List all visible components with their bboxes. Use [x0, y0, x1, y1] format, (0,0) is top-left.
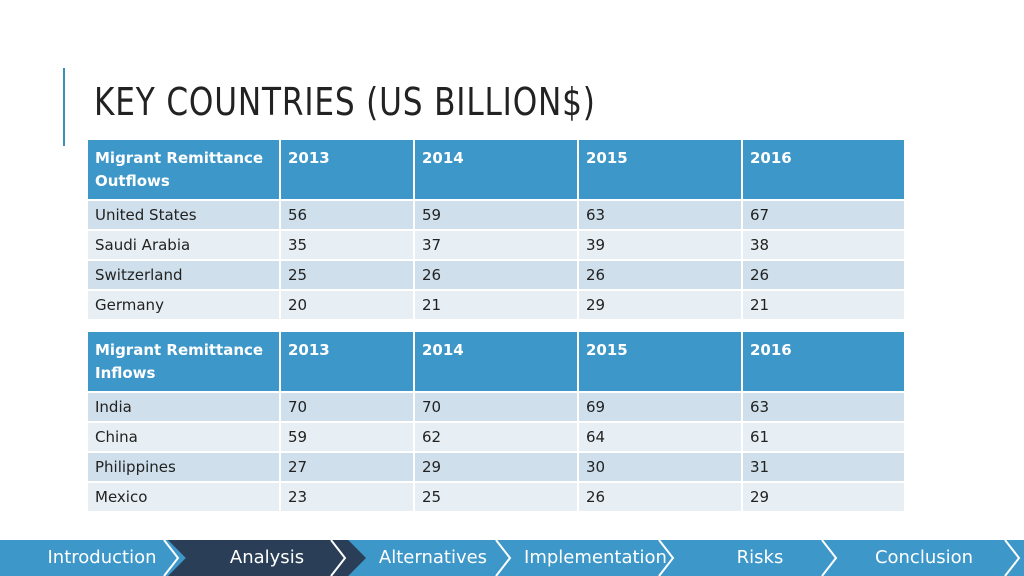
value-cell: 27: [281, 453, 413, 481]
header-cell-country: Migrant Remittance Inflows: [88, 332, 279, 391]
table-row: Mexico 23 25 26 29: [88, 483, 904, 511]
outflows-table: Migrant Remittance Outflows 2013 2014 20…: [86, 138, 906, 321]
value-cell: 35: [281, 231, 413, 259]
table-row: United States 56 59 63 67: [88, 201, 904, 229]
nav-separator-chevron-icon: [330, 540, 347, 576]
value-cell: 69: [579, 393, 741, 421]
nav-item-introduction[interactable]: Introduction: [47, 547, 157, 568]
table-row: China 59 62 64 61: [88, 423, 904, 451]
nav-item-analysis[interactable]: Analysis: [168, 540, 366, 576]
title-accent-bar: [63, 68, 65, 146]
table-row: Philippines 27 29 30 31: [88, 453, 904, 481]
section-nav-bar: Introduction Analysis Alternatives Imple…: [0, 540, 1024, 576]
table-row: Switzerland 25 26 26 26: [88, 261, 904, 289]
value-cell: 61: [743, 423, 904, 451]
country-cell: United States: [88, 201, 279, 229]
nav-separator-chevron-icon: [495, 540, 512, 576]
table-row: Germany 20 21 29 21: [88, 291, 904, 319]
value-cell: 29: [579, 291, 741, 319]
nav-separator-chevron-icon: [821, 540, 838, 576]
value-cell: 59: [415, 201, 577, 229]
value-cell: 63: [579, 201, 741, 229]
value-cell: 59: [281, 423, 413, 451]
country-cell: India: [88, 393, 279, 421]
page-title: KEY COUNTRIES (US BILLION$): [94, 80, 596, 124]
table-header-row: Migrant Remittance Outflows 2013 2014 20…: [88, 140, 904, 199]
value-cell: 38: [743, 231, 904, 259]
value-cell: 20: [281, 291, 413, 319]
nav-item-risks[interactable]: Risks: [736, 547, 784, 568]
header-cell-2014: 2014: [415, 140, 577, 199]
value-cell: 62: [415, 423, 577, 451]
value-cell: 25: [415, 483, 577, 511]
inflows-table: Migrant Remittance Inflows 2013 2014 201…: [86, 330, 906, 513]
value-cell: 56: [281, 201, 413, 229]
value-cell: 26: [743, 261, 904, 289]
country-cell: China: [88, 423, 279, 451]
nav-item-alternatives[interactable]: Alternatives: [378, 547, 488, 568]
country-cell: Mexico: [88, 483, 279, 511]
header-cell-2015: 2015: [579, 332, 741, 391]
header-cell-2014: 2014: [415, 332, 577, 391]
value-cell: 26: [415, 261, 577, 289]
value-cell: 31: [743, 453, 904, 481]
value-cell: 25: [281, 261, 413, 289]
value-cell: 23: [281, 483, 413, 511]
value-cell: 21: [415, 291, 577, 319]
nav-end-chevron-icon: [1004, 540, 1021, 576]
value-cell: 29: [743, 483, 904, 511]
country-cell: Germany: [88, 291, 279, 319]
table-row: Saudi Arabia 35 37 39 38: [88, 231, 904, 259]
value-cell: 21: [743, 291, 904, 319]
header-cell-2015: 2015: [579, 140, 741, 199]
nav-item-conclusion[interactable]: Conclusion: [874, 547, 974, 568]
value-cell: 37: [415, 231, 577, 259]
value-cell: 70: [415, 393, 577, 421]
value-cell: 70: [281, 393, 413, 421]
value-cell: 64: [579, 423, 741, 451]
header-cell-2013: 2013: [281, 332, 413, 391]
value-cell: 30: [579, 453, 741, 481]
value-cell: 29: [415, 453, 577, 481]
header-cell-2016: 2016: [743, 140, 904, 199]
header-cell-2013: 2013: [281, 140, 413, 199]
nav-separator-chevron-icon: [163, 540, 180, 576]
header-cell-2016: 2016: [743, 332, 904, 391]
nav-item-implementation[interactable]: Implementation: [524, 547, 667, 568]
nav-separator-chevron-icon: [658, 540, 675, 576]
table-row: India 70 70 69 63: [88, 393, 904, 421]
header-cell-country: Migrant Remittance Outflows: [88, 140, 279, 199]
value-cell: 67: [743, 201, 904, 229]
country-cell: Saudi Arabia: [88, 231, 279, 259]
country-cell: Philippines: [88, 453, 279, 481]
value-cell: 63: [743, 393, 904, 421]
country-cell: Switzerland: [88, 261, 279, 289]
value-cell: 39: [579, 231, 741, 259]
table-header-row: Migrant Remittance Inflows 2013 2014 201…: [88, 332, 904, 391]
value-cell: 26: [579, 483, 741, 511]
value-cell: 26: [579, 261, 741, 289]
